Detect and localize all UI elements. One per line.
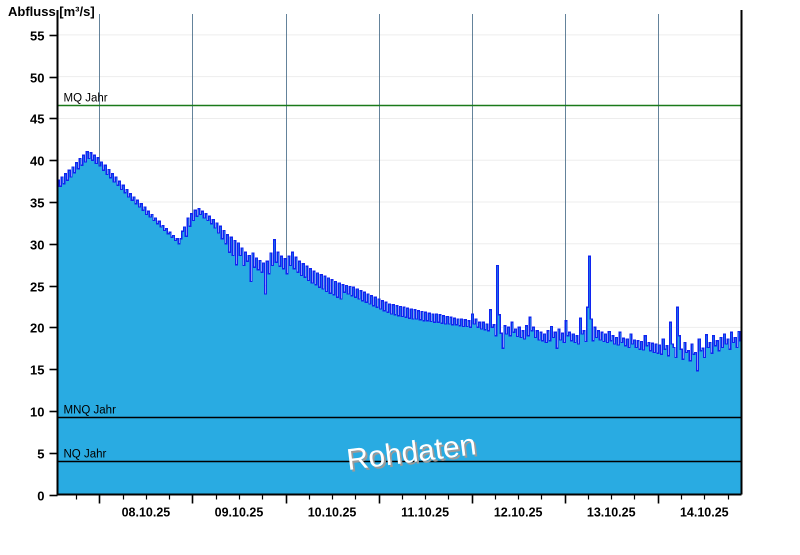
x-tick-label: 10.10.25 bbox=[308, 506, 357, 520]
x-tick-label: 09.10.25 bbox=[215, 506, 264, 520]
x-tick-label: 11.10.25 bbox=[401, 506, 449, 520]
y-tick-label: 25 bbox=[30, 280, 44, 295]
x-tick-label: 12.10.25 bbox=[494, 506, 543, 520]
reference-lines bbox=[57, 104, 742, 463]
y-tick-label: 20 bbox=[30, 321, 44, 336]
x-axis-ticks: 08.10.25 09.10.25 10.10.25 11.10.25 12.10.25… bbox=[75, 494, 730, 520]
y-axis-ticks: 0 5 10 15 20 25 30 35 40 45 50 55 bbox=[30, 29, 58, 504]
y-tick-label: 30 bbox=[30, 238, 44, 253]
y-tick-label: 15 bbox=[30, 363, 44, 378]
reference-label-nq-jahr: NQ Jahr bbox=[64, 449, 107, 461]
y-tick-label: 45 bbox=[30, 112, 44, 127]
reference-label-mq-jahr: MQ Jahr bbox=[64, 93, 108, 105]
reference-line-labels: MQ Jahr MNQ Jahr NQ Jahr bbox=[64, 93, 117, 461]
y-tick-label: 35 bbox=[30, 196, 44, 211]
x-tick-label: 08.10.25 bbox=[122, 506, 171, 520]
x-tick-label: 14.10.25 bbox=[680, 506, 729, 520]
y-tick-label: 5 bbox=[37, 447, 44, 462]
area-series-abfluss bbox=[57, 151, 742, 495]
series-outline bbox=[57, 151, 742, 372]
y-tick-label: 55 bbox=[30, 29, 44, 44]
y-tick-label: 10 bbox=[30, 405, 44, 420]
y-tick-label: 40 bbox=[30, 154, 44, 169]
y-axis-title: Abfluss [m³/s] bbox=[8, 4, 95, 19]
y-tick-label: 0 bbox=[37, 489, 44, 504]
y-tick-label: 50 bbox=[30, 71, 44, 86]
reference-label-mnq-jahr: MNQ Jahr bbox=[64, 405, 117, 417]
axes bbox=[56, 10, 743, 496]
x-tick-label: 13.10.25 bbox=[587, 506, 636, 520]
